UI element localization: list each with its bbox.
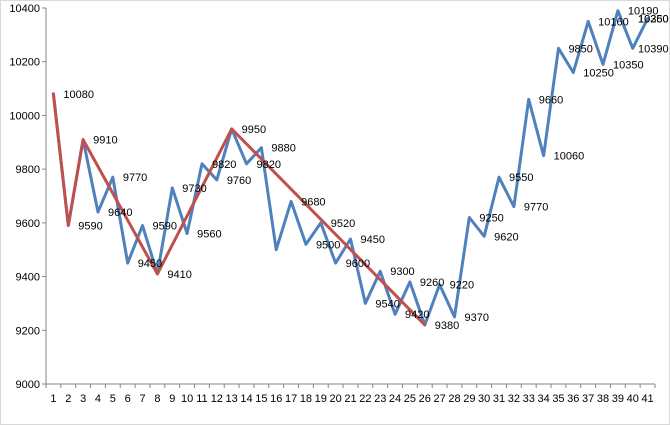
x-tick-label: 31 bbox=[493, 393, 505, 405]
x-tick-label: 27 bbox=[433, 393, 445, 405]
data-label: 10250 bbox=[583, 67, 614, 79]
data-label: 10160 bbox=[598, 16, 629, 28]
data-label: 9910 bbox=[93, 135, 117, 147]
data-label: 9250 bbox=[479, 212, 503, 224]
y-tick-label: 9600 bbox=[16, 218, 40, 230]
y-tick-label: 9000 bbox=[16, 379, 40, 391]
data-label: 9770 bbox=[123, 172, 147, 184]
x-tick-label: 3 bbox=[80, 393, 86, 405]
data-label: 9450 bbox=[138, 258, 162, 270]
axes bbox=[45, 8, 655, 385]
data-label: 9420 bbox=[405, 309, 429, 321]
x-tick-label: 35 bbox=[552, 393, 564, 405]
x-tick-label: 22 bbox=[359, 393, 371, 405]
x-tick-label: 21 bbox=[344, 393, 356, 405]
data-label: 10360 bbox=[638, 14, 669, 26]
x-tick-label: 4 bbox=[95, 393, 101, 405]
x-tick-label: 25 bbox=[404, 393, 416, 405]
data-label: 9260 bbox=[420, 277, 444, 289]
x-tick-label: 29 bbox=[463, 393, 475, 405]
data-label: 9820 bbox=[257, 159, 281, 171]
x-tick-label: 17 bbox=[285, 393, 297, 405]
x-axis-ticks: 1 2 3 4 5 6 7 8 9 10 11 12 13 14 15 16 17 18 19 20 21 22 23 24 2… bbox=[45, 384, 656, 405]
data-labels: 10080 9590 9910 9640 9770 9450 9590 9410 9730 956… bbox=[63, 6, 668, 332]
x-tick-label: 41 bbox=[641, 393, 653, 405]
x-tick-label: 11 bbox=[196, 393, 207, 405]
data-label: 9880 bbox=[271, 143, 295, 155]
x-tick-label: 37 bbox=[582, 393, 594, 405]
data-label: 9590 bbox=[153, 221, 177, 233]
data-label: 9560 bbox=[197, 229, 221, 241]
y-tick-label: 10400 bbox=[9, 3, 40, 15]
x-tick-label: 18 bbox=[300, 393, 312, 405]
x-tick-label: 39 bbox=[612, 393, 624, 405]
data-label: 9370 bbox=[464, 312, 488, 324]
data-label: 9600 bbox=[346, 258, 370, 270]
x-tick-label: 32 bbox=[508, 393, 520, 405]
x-tick-label: 28 bbox=[448, 393, 460, 405]
data-label: 9520 bbox=[331, 218, 355, 230]
x-tick-label: 34 bbox=[537, 393, 549, 405]
data-label: 9640 bbox=[108, 207, 132, 219]
x-tick-label: 26 bbox=[419, 393, 431, 405]
x-tick-label: 8 bbox=[154, 393, 160, 405]
data-label: 9770 bbox=[524, 202, 548, 214]
data-label: 10390 bbox=[638, 43, 669, 55]
x-tick-label: 33 bbox=[523, 393, 535, 405]
series-line-red bbox=[51, 92, 427, 327]
data-label: 10060 bbox=[554, 151, 585, 163]
data-label: 9680 bbox=[301, 196, 325, 208]
x-tick-label: 20 bbox=[330, 393, 342, 405]
data-label: 9730 bbox=[182, 183, 206, 195]
x-tick-label: 19 bbox=[315, 393, 327, 405]
data-label: 9620 bbox=[494, 231, 518, 243]
x-tick-label: 30 bbox=[478, 393, 490, 405]
x-tick-label: 5 bbox=[110, 393, 116, 405]
x-tick-label: 40 bbox=[627, 393, 639, 405]
x-tick-label: 38 bbox=[597, 393, 609, 405]
y-tick-label: 9200 bbox=[16, 325, 40, 337]
y-tick-label: 10000 bbox=[9, 110, 40, 122]
data-label: 9540 bbox=[375, 298, 399, 310]
y-tick-label: 9400 bbox=[16, 272, 40, 284]
y-tick-label: 10200 bbox=[9, 57, 40, 69]
data-label: 10350 bbox=[613, 59, 644, 71]
data-label: 9500 bbox=[316, 239, 340, 251]
x-tick-label: 15 bbox=[255, 393, 267, 405]
x-tick-label: 16 bbox=[270, 393, 282, 405]
data-label: 9590 bbox=[78, 221, 102, 233]
data-label: 9760 bbox=[227, 175, 251, 187]
x-tick-label: 24 bbox=[389, 393, 401, 405]
y-axis-ticks: 9000 9200 9400 9600 9800 10000 10200 10400 bbox=[9, 3, 46, 391]
data-label: 9220 bbox=[450, 280, 474, 292]
data-label: 9550 bbox=[509, 172, 533, 184]
data-label: 9850 bbox=[568, 43, 592, 55]
x-tick-label: 9 bbox=[169, 393, 175, 405]
x-tick-label: 1 bbox=[50, 393, 56, 405]
data-label: 9950 bbox=[242, 124, 266, 136]
x-tick-label: 2 bbox=[65, 393, 71, 405]
data-label: 10250 bbox=[638, 14, 669, 26]
data-label: 9450 bbox=[361, 234, 385, 246]
data-label: 9820 bbox=[212, 159, 236, 171]
y-tick-label: 9800 bbox=[16, 164, 40, 176]
data-label: 9380 bbox=[435, 320, 459, 332]
series-lines bbox=[51, 9, 650, 327]
x-tick-label: 14 bbox=[240, 393, 252, 405]
data-label: 9660 bbox=[539, 94, 563, 106]
x-tick-label: 6 bbox=[125, 393, 131, 405]
data-label: 9300 bbox=[390, 266, 414, 278]
x-tick-label: 23 bbox=[374, 393, 386, 405]
x-tick-label: 10 bbox=[181, 393, 193, 405]
data-label: 9410 bbox=[167, 269, 191, 281]
x-tick-label: 13 bbox=[226, 393, 238, 405]
series-line-blue bbox=[51, 9, 650, 327]
x-tick-label: 36 bbox=[567, 393, 579, 405]
x-tick-label: 12 bbox=[211, 393, 223, 405]
data-label: 10190 bbox=[628, 6, 659, 18]
data-label: 10080 bbox=[63, 89, 94, 101]
x-tick-label: 7 bbox=[139, 393, 145, 405]
